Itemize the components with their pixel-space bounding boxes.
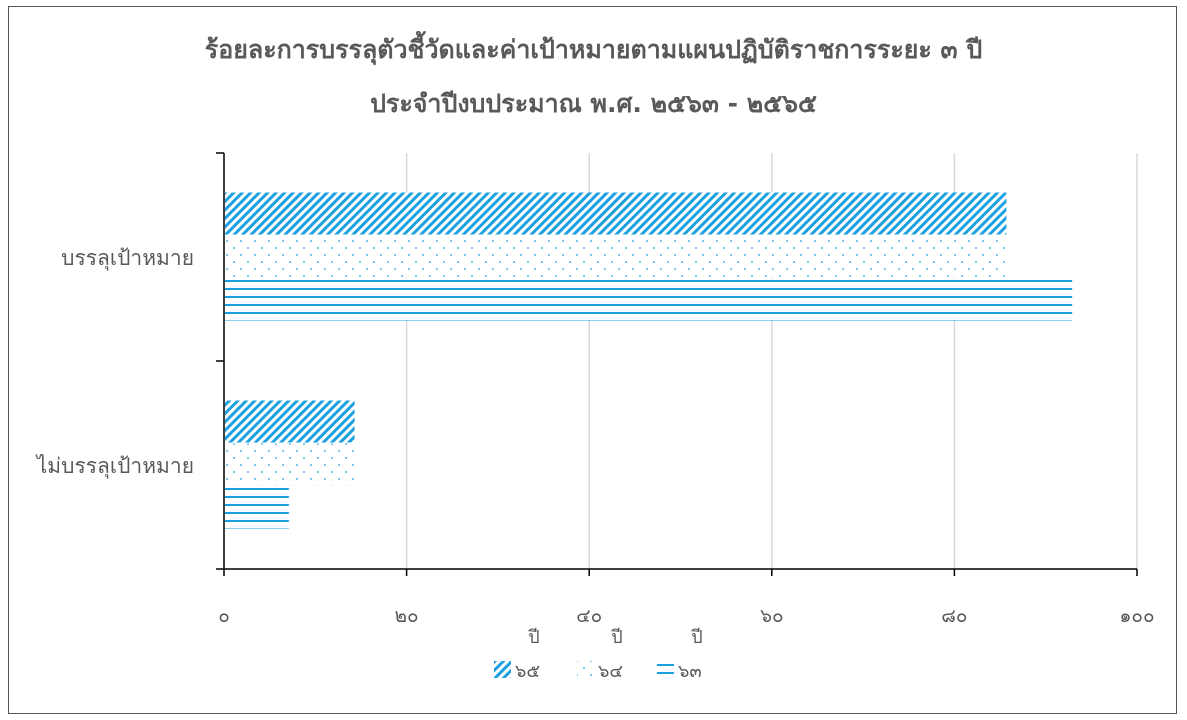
chart-subtitle: ประจำปีงบประมาณ พ.ศ. ๒๕๖๓ - ๒๕๖๕ — [370, 89, 817, 118]
axes — [216, 152, 1138, 576]
x-tick-label: ๒๐ — [395, 605, 419, 627]
bar — [225, 192, 1007, 235]
bar — [225, 278, 1073, 321]
bar — [225, 400, 355, 443]
bar — [225, 443, 355, 486]
x-tick-label: ๑๐๐ — [1119, 605, 1154, 627]
bar — [225, 486, 289, 529]
legend-swatch — [494, 661, 511, 678]
x-tick-label: ๐ — [218, 605, 230, 627]
category-label: บรรลุเป้าหมาย — [61, 246, 194, 271]
x-tick-label: ๔๐ — [576, 605, 602, 627]
category-label: ไม่บรรลุเป้าหมาย — [35, 454, 194, 479]
legend: ปี๖๕ ปี๖๔ ปี๖๓ — [494, 627, 703, 682]
legend-swatch — [577, 661, 594, 678]
legend-label-bottom: ๖๔ — [598, 661, 623, 682]
bar — [225, 235, 1007, 278]
labels: ๐ ๒๐ ๔๐ ๖๐ ๘๐ ๑๐๐ บรรลุเป้าหมายไม่บรรลุเป้าหมา… — [35, 246, 1155, 627]
legend-label-bottom: ๖๓ — [678, 661, 702, 682]
chart-frame — [8, 6, 1177, 714]
x-tick-label: ๖๐ — [760, 605, 784, 627]
chart-title: ร้อยละการบรรลุตัวชี้วัดและค่าเป้าหมายตาม… — [204, 35, 983, 64]
legend-label-bottom: ๖๕ — [515, 661, 540, 682]
legend-label-top: ปี — [691, 627, 703, 648]
legend-label-top: ปี — [611, 627, 623, 648]
bars — [225, 192, 1073, 529]
legend-swatch — [657, 661, 674, 678]
x-tick-label: ๘๐ — [941, 605, 967, 627]
legend-label-top: ปี — [528, 627, 540, 648]
